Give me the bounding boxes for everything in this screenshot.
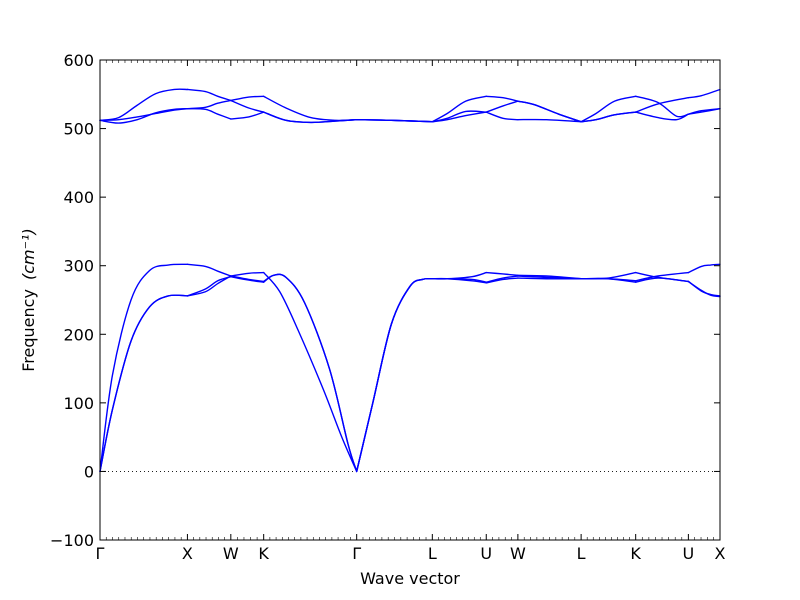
band-segment-2 (99, 263, 189, 473)
band-segment-14 (355, 277, 434, 473)
band-segment-8 (230, 275, 265, 283)
x-tick-label: U (683, 544, 695, 563)
y-tick-label: 300 (63, 257, 94, 276)
band-segment-61 (634, 95, 690, 118)
band-segment-59 (580, 95, 637, 123)
band-segment-47 (355, 118, 434, 123)
band-segment-30 (687, 263, 721, 274)
band-segment-41 (230, 95, 265, 102)
band-segment-54 (517, 118, 582, 123)
band-segment-40 (230, 99, 265, 113)
band-segment-9 (262, 271, 358, 473)
band-segment-63 (687, 88, 721, 99)
band-segment-62 (634, 111, 690, 121)
band-segment-18 (485, 271, 519, 277)
x-tick-label: W (223, 544, 239, 563)
band-segment-26 (580, 277, 637, 283)
band-segment-53 (485, 95, 519, 102)
y-tick-label: 200 (63, 325, 94, 344)
band-segment-23 (517, 277, 582, 280)
x-tick-label: L (577, 544, 586, 563)
band-segment-51 (485, 111, 519, 121)
x-tick-label: L (428, 544, 437, 563)
band-segment-20 (485, 277, 519, 284)
band-segment-1 (99, 294, 189, 473)
band-segment-44 (262, 111, 358, 124)
band-segment-65 (687, 107, 721, 115)
x-tick-label: Γ (352, 544, 361, 563)
x-tick-label: W (510, 544, 526, 563)
y-tick-label: 600 (63, 51, 94, 70)
band-segment-29 (634, 277, 690, 283)
x-tick-label: K (630, 544, 641, 563)
plot-frame (99, 59, 721, 541)
band-segment-39 (230, 111, 265, 120)
band-segment-49 (431, 110, 487, 123)
band-segment-17 (431, 277, 487, 284)
band-segment-52 (485, 100, 519, 113)
y-axis-label: Frequency (cm⁻¹) (19, 228, 38, 371)
band-segment-35 (99, 88, 189, 122)
band-segment-5 (186, 263, 232, 277)
band-segment-3 (186, 275, 232, 297)
x-tick-label: X (715, 544, 726, 563)
band-segment-4 (186, 275, 232, 297)
x-axis-label: Wave vector (360, 569, 460, 588)
y-axis-label-text: Frequency (19, 289, 38, 372)
band-segment-60 (634, 97, 690, 113)
x-tick-label: U (480, 544, 492, 563)
x-tick-label: Γ (96, 544, 105, 563)
x-tick-label: X (182, 544, 193, 563)
y-tick-label: 100 (63, 394, 94, 413)
band-segment-11 (262, 273, 358, 473)
band-segment-58 (580, 111, 637, 123)
y-axis-unit: (cm⁻¹) (19, 228, 38, 280)
y-tick-label: 0 (84, 462, 94, 481)
y-tick-label: −100 (50, 531, 94, 550)
y-tick-label: 500 (63, 120, 94, 139)
band-segment-19 (485, 275, 519, 283)
band-segment-34 (99, 107, 189, 124)
band-segment-56 (517, 100, 582, 123)
band-segment-38 (186, 88, 232, 102)
band-segment-32 (687, 280, 721, 298)
band-segment-28 (634, 271, 690, 282)
band-segment-37 (186, 99, 232, 110)
band-segment-50 (431, 95, 487, 123)
band-segment-6 (230, 271, 265, 277)
y-tick-label: 400 (63, 188, 94, 207)
x-tick-label: K (258, 544, 269, 563)
